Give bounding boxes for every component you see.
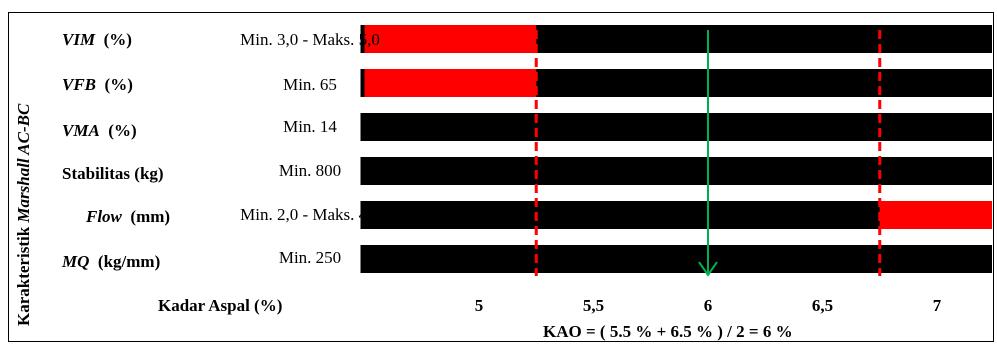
- x-tick-label: 6: [703, 296, 713, 315]
- x-tick-label: 7: [932, 296, 942, 315]
- row-criteria-flow: Min. 2,0 - Maks. 4,0: [240, 205, 380, 224]
- row-label-mq: MQ (kg/mm): [62, 252, 161, 271]
- bar-mq: [360, 245, 992, 273]
- y-axis-label: Karakteristik Marshall AC-BC: [14, 103, 33, 326]
- kao-annotation: KAO = ( 5.5 % + 6.5 % ) / 2 = 6 %: [543, 322, 793, 341]
- bar-vma: [360, 113, 992, 141]
- x-tick-label: 6,5: [811, 296, 834, 315]
- optimum-arrow-head: [698, 261, 718, 277]
- row-label-vim: VIM (%): [62, 30, 132, 49]
- row-criteria-stabilitas: Min. 800: [278, 161, 342, 180]
- row-label-vma: VMA (%): [62, 121, 137, 140]
- row-criteria-mq: Min. 250: [278, 248, 342, 267]
- row-label-vfb: VFB (%): [62, 75, 133, 94]
- chart-frame: [8, 12, 994, 342]
- x-tick-label: 5,5: [582, 296, 605, 315]
- bar-stabilitas: [360, 157, 992, 185]
- bar-vfb-fail-segment: [364, 69, 537, 97]
- row-label-stabilitas: Stabilitas (kg): [62, 164, 164, 183]
- x-tick-label: 5: [474, 296, 484, 315]
- row-label-flow: Flow (mm): [86, 207, 171, 226]
- row-criteria-vim: Min. 3,0 - Maks. 5,0: [240, 30, 380, 49]
- row-criteria-vfb: Min. 65: [283, 75, 337, 94]
- bar-vim-fail-segment: [364, 25, 537, 53]
- row-criteria-vma: Min. 14: [283, 117, 337, 136]
- x-axis-title: Kadar Aspal (%): [158, 296, 283, 315]
- bar-flow-fail-segment: [879, 201, 992, 229]
